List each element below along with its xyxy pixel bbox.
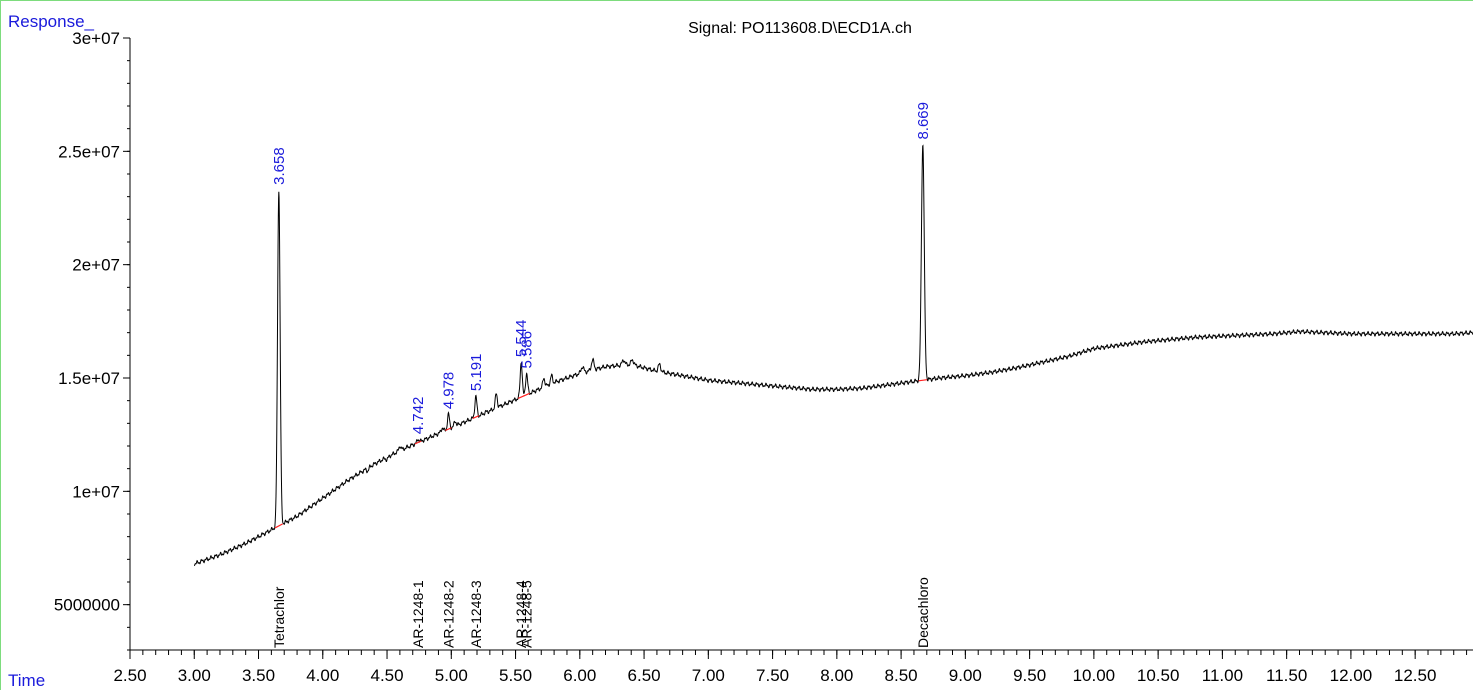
peak-label: 8.669 [915, 102, 932, 140]
x-tick-label: 10.00 [1073, 666, 1116, 685]
x-tick-label: 6.50 [628, 666, 661, 685]
peak-label: 5.586 [519, 331, 536, 369]
compound-label: AR-1248-1 [410, 580, 426, 648]
baseline-marker [918, 379, 928, 382]
x-tick-label: 2.50 [113, 666, 146, 685]
x-tick-label: 6.00 [563, 666, 596, 685]
x-axis-label: Time [8, 671, 45, 690]
y-tick-label: 1.5e+07 [58, 369, 120, 388]
axes [129, 38, 1473, 651]
x-tick-label: 5.00 [435, 666, 468, 685]
baseline-markers [274, 379, 928, 529]
compound-label: Tetrachlor [271, 586, 287, 648]
x-tick-label: 12.00 [1330, 666, 1373, 685]
y-tick-label: 1e+07 [72, 482, 120, 501]
baseline-marker [517, 395, 525, 399]
baseline-marker [274, 523, 283, 529]
peak-label: 5.191 [468, 354, 485, 392]
x-tick-label: 9.50 [1013, 666, 1046, 685]
baseline-marker [445, 427, 452, 432]
peak-label: 4.742 [410, 397, 427, 435]
y-axis-ticks: 3e+07 2.5e+07 2e+07 1.5e+07 1e+07 5000000 [54, 29, 130, 651]
baseline-marker [472, 415, 480, 419]
y-tick-label: 3e+07 [72, 29, 120, 48]
peak-label: 3.658 [271, 147, 288, 185]
signal-line [193, 144, 1473, 567]
x-tick-label: 8.50 [885, 666, 918, 685]
y-tick-label: 2.5e+07 [58, 142, 120, 161]
chart-title: Signal: PO113608.D\ECD1A.ch [688, 20, 912, 37]
peak-label: 5.544 [513, 320, 530, 358]
x-tick-label: 10.50 [1137, 666, 1180, 685]
x-tick-label: 3.50 [242, 666, 275, 685]
x-tick-label: 7.50 [756, 666, 789, 685]
compound-label: AR-1248-5 [519, 580, 535, 648]
x-tick-label: 3.00 [178, 666, 211, 685]
x-axis-ticks: 2.50 3.00 3.50 4.00 4.50 5.00 5.50 6.00 6.50 7.00… [113, 650, 1468, 685]
x-tick-label: 4.50 [370, 666, 403, 685]
compound-labels: Tetrachlor AR-1248-1 AR-1248-2 AR-1248-3 AR-… [271, 577, 931, 648]
baseline-marker [523, 392, 530, 397]
x-tick-label: 5.50 [499, 666, 532, 685]
x-tick-label: 4.00 [306, 666, 339, 685]
compound-label: Decachloro [915, 577, 931, 648]
compound-label: AR-1248-3 [468, 580, 484, 648]
peak-label: 4.978 [440, 372, 457, 410]
compound-label: AR-1248-2 [440, 580, 456, 648]
signal-trace [193, 144, 1473, 567]
x-tick-label: 7.00 [692, 666, 725, 685]
x-tick-label: 12.50 [1394, 666, 1437, 685]
y-axis-label: Response_ [8, 12, 95, 31]
x-tick-label: 11.00 [1202, 666, 1243, 685]
x-tick-label: 11.50 [1266, 666, 1307, 685]
x-tick-label: 8.00 [820, 666, 853, 685]
x-tick-label: 9.00 [949, 666, 982, 685]
y-tick-label: 5000000 [54, 596, 120, 615]
baseline-marker [414, 440, 422, 445]
y-tick-label: 2e+07 [72, 256, 120, 275]
compound-label: AR-1248-4 [513, 580, 529, 648]
